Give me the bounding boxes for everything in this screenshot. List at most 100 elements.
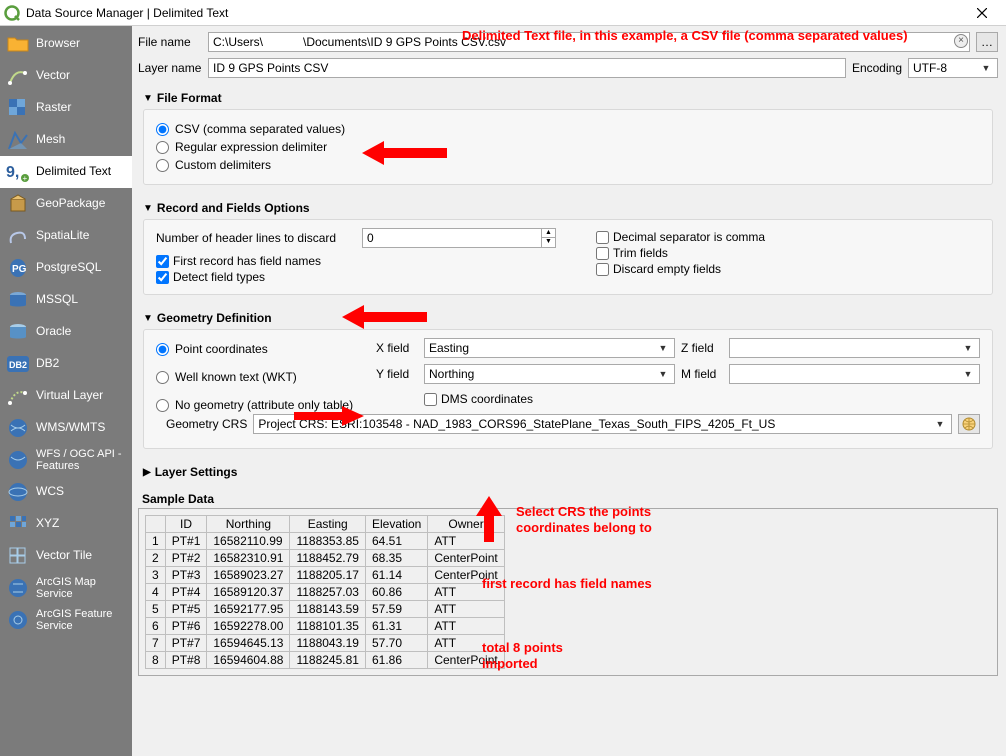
table-header-owner[interactable]: Owner	[428, 516, 504, 533]
sidebar-item-label: DB2	[36, 357, 126, 370]
table-row[interactable]: 2PT#216582310.911188452.7968.35CenterPoi…	[146, 550, 505, 567]
sidebar-item-xyz[interactable]: XYZ	[0, 508, 132, 540]
sidebar-item-browser[interactable]: Browser	[0, 28, 132, 60]
spin-down-icon[interactable]: ▼	[541, 238, 555, 247]
file-name-input[interactable]	[208, 32, 970, 52]
table-row[interactable]: 1PT#116582110.991188353.8564.51ATT	[146, 533, 505, 550]
table-header-northing[interactable]: Northing	[207, 516, 290, 533]
file-name-label: File name	[138, 35, 202, 49]
clear-file-button[interactable]: ×	[954, 34, 968, 48]
spin-up-icon[interactable]: ▲	[541, 229, 555, 238]
globe-icon	[961, 416, 977, 432]
radio-no-geometry[interactable]: No geometry (attribute only table)	[156, 398, 366, 412]
mfield-dropdown[interactable]: ▼	[729, 364, 980, 384]
browse-file-button[interactable]: …	[976, 32, 998, 52]
table-row[interactable]: 6PT#616592278.001188101.3561.31ATT	[146, 618, 505, 635]
detect-types-checkbox[interactable]: Detect field types	[156, 270, 556, 284]
sidebar-item-wms[interactable]: WMS/WMTS	[0, 412, 132, 444]
radio-wkt[interactable]: Well known text (WKT)	[156, 370, 366, 384]
sidebar-item-arcgis-feature[interactable]: ArcGIS Feature Service	[0, 604, 132, 636]
encoding-dropdown[interactable]: UTF-8 ▼	[908, 58, 998, 78]
table-header-id[interactable]: ID	[165, 516, 207, 533]
decimal-comma-checkbox[interactable]: Decimal separator is comma	[596, 230, 765, 244]
crs-dropdown[interactable]: Project CRS: ESRI:103548 - NAD_1983_CORS…	[253, 414, 952, 434]
discard-lines-value[interactable]	[363, 229, 541, 247]
radio-regex[interactable]: Regular expression delimiter	[156, 140, 980, 154]
sample-data-label: Sample Data	[142, 492, 998, 506]
table-cell: 1188245.81	[290, 652, 366, 669]
sidebar-item-label: WCS	[36, 485, 126, 498]
sidebar-item-wfs[interactable]: WFS / OGC API - Features	[0, 444, 132, 476]
table-cell: 1188043.19	[290, 635, 366, 652]
vector-icon	[6, 64, 30, 88]
table-cell: PT#1	[165, 533, 207, 550]
row-number: 7	[146, 635, 166, 652]
trim-fields-checkbox[interactable]: Trim fields	[596, 246, 765, 260]
table-cell: 57.70	[365, 635, 427, 652]
sample-data-panel: ID Northing Easting Elevation Owner 1PT#…	[138, 508, 998, 676]
table-cell: 61.86	[365, 652, 427, 669]
xfield-dropdown[interactable]: Easting ▼	[424, 338, 675, 358]
sidebar-item-label: Oracle	[36, 325, 126, 338]
sidebar-item-label: Browser	[36, 37, 126, 50]
row-number: 5	[146, 601, 166, 618]
table-cell: CenterPoint	[428, 567, 504, 584]
sidebar-item-vector-tile[interactable]: Vector Tile	[0, 540, 132, 572]
sidebar: Browser Vector Raster Mesh 9,+ Delimited…	[0, 26, 132, 756]
zfield-dropdown[interactable]: ▼	[729, 338, 980, 358]
sidebar-item-raster[interactable]: Raster	[0, 92, 132, 124]
discard-lines-spinner[interactable]: ▲▼	[362, 228, 556, 248]
svg-text:9,: 9,	[6, 164, 19, 181]
radio-point-coords[interactable]: Point coordinates	[156, 342, 366, 356]
section-records-toggle[interactable]: ▼ Record and Fields Options	[143, 197, 993, 219]
yfield-dropdown[interactable]: Northing ▼	[424, 364, 675, 384]
window-close-button[interactable]	[962, 2, 1002, 24]
checkbox-label: First record has field names	[173, 254, 321, 268]
checkbox-label: Decimal separator is comma	[613, 230, 765, 244]
radio-csv[interactable]: CSV (comma separated values)	[156, 122, 980, 136]
table-cell: CenterPoint	[428, 550, 504, 567]
first-record-checkbox[interactable]: First record has field names	[156, 254, 556, 268]
sidebar-item-label: Raster	[36, 101, 126, 114]
sidebar-item-label: ArcGIS Map Service	[36, 576, 126, 600]
section-layer-settings-toggle[interactable]: ▶ Layer Settings	[143, 461, 993, 483]
radio-label: Regular expression delimiter	[175, 140, 327, 154]
sidebar-item-vector[interactable]: Vector	[0, 60, 132, 92]
dms-checkbox[interactable]: DMS coordinates	[424, 392, 533, 406]
sidebar-item-db2[interactable]: DB2 DB2	[0, 348, 132, 380]
row-number: 3	[146, 567, 166, 584]
sidebar-item-virtual-layer[interactable]: Virtual Layer	[0, 380, 132, 412]
sidebar-item-spatialite[interactable]: SpatiaLite	[0, 220, 132, 252]
chevron-down-icon: ▼	[961, 343, 975, 353]
table-cell: 1188353.85	[290, 533, 366, 550]
table-row[interactable]: 3PT#316589023.271188205.1761.14CenterPoi…	[146, 567, 505, 584]
radio-label: Custom delimiters	[175, 158, 271, 172]
table-cell: ATT	[428, 635, 504, 652]
layer-name-input[interactable]	[208, 58, 846, 78]
sidebar-item-oracle[interactable]: Oracle	[0, 316, 132, 348]
table-header-elevation[interactable]: Elevation	[365, 516, 427, 533]
sidebar-item-mesh[interactable]: Mesh	[0, 124, 132, 156]
table-row[interactable]: 8PT#816594604.881188245.8161.86CenterPoi…	[146, 652, 505, 669]
table-corner	[146, 516, 166, 533]
table-row[interactable]: 4PT#416589120.371188257.0360.86ATT	[146, 584, 505, 601]
table-row[interactable]: 7PT#716594645.131188043.1957.70ATT	[146, 635, 505, 652]
virtual-layer-icon	[6, 384, 30, 408]
sidebar-item-geopackage[interactable]: GeoPackage	[0, 188, 132, 220]
discard-empty-checkbox[interactable]: Discard empty fields	[596, 262, 765, 276]
grid-icon	[6, 544, 30, 568]
sidebar-item-label: GeoPackage	[36, 197, 126, 210]
section-geometry-toggle[interactable]: ▼ Geometry Definition	[143, 307, 993, 329]
sidebar-item-postgresql[interactable]: PG PostgreSQL	[0, 252, 132, 284]
sidebar-item-delimited-text[interactable]: 9,+ Delimited Text	[0, 156, 132, 188]
triangle-right-icon: ▶	[143, 467, 151, 478]
sidebar-item-mssql[interactable]: MSSQL	[0, 284, 132, 316]
section-file-format-toggle[interactable]: ▼ File Format	[143, 87, 993, 109]
table-row[interactable]: 5PT#516592177.951188143.5957.59ATT	[146, 601, 505, 618]
radio-custom[interactable]: Custom delimiters	[156, 158, 980, 172]
sidebar-item-wcs[interactable]: WCS	[0, 476, 132, 508]
select-crs-button[interactable]	[958, 414, 980, 434]
table-header-easting[interactable]: Easting	[290, 516, 366, 533]
sidebar-item-arcgis-map[interactable]: ArcGIS Map Service	[0, 572, 132, 604]
sidebar-item-label: WMS/WMTS	[36, 421, 126, 434]
